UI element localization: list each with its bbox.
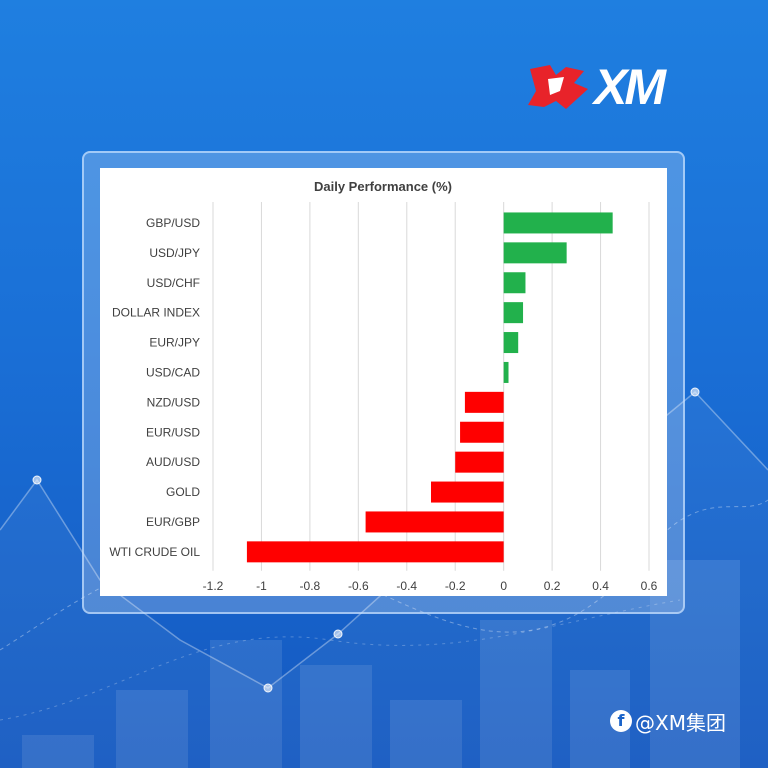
category-label: EUR/GBP: [146, 515, 200, 529]
category-label: DOLLAR INDEX: [112, 306, 200, 320]
xm-logo: XM: [526, 60, 706, 114]
x-tick-label: 0: [500, 579, 507, 593]
category-label: EUR/JPY: [149, 336, 200, 350]
xm-logo-text: XM: [594, 59, 666, 115]
bar: [503, 332, 519, 354]
chart-title: Daily Performance (%): [314, 179, 452, 194]
category-label: AUD/USD: [146, 455, 200, 469]
bar: [431, 481, 504, 503]
x-tick-label: -0.4: [396, 579, 417, 593]
bar: [503, 361, 509, 383]
brand-f-icon: f: [610, 710, 632, 732]
bar: [503, 302, 524, 324]
x-tick-label: -0.8: [300, 579, 321, 593]
x-tick-label: -1.2: [203, 579, 224, 593]
bar: [455, 451, 504, 473]
x-tick-label: 0.6: [641, 579, 658, 593]
xm-logo-mark-icon: [528, 65, 588, 109]
bar: [365, 511, 504, 533]
x-tick-label: -1: [256, 579, 267, 593]
category-label: GOLD: [166, 485, 200, 499]
bar: [503, 272, 526, 294]
x-tick-label: -0.2: [445, 579, 466, 593]
watermark: f @XM集团: [610, 706, 726, 736]
bar: [503, 212, 613, 234]
category-label: EUR/USD: [146, 425, 200, 439]
category-label: USD/CAD: [146, 365, 200, 379]
category-label: NZD/USD: [147, 395, 201, 409]
category-label: WTI CRUDE OIL: [109, 545, 200, 559]
category-label: USD/CHF: [147, 276, 200, 290]
x-tick-label: -0.6: [348, 579, 369, 593]
bar: [246, 541, 504, 563]
category-label: USD/JPY: [149, 246, 200, 260]
watermark-text: @XM集团: [635, 710, 726, 735]
x-tick-label: 0.2: [544, 579, 561, 593]
bar: [460, 421, 504, 443]
bar-chart: Daily Performance (%) -1.2 -1 -0.8 -0.6 -0.4 -…: [109, 179, 658, 593]
bar: [464, 391, 504, 413]
chart-panel: Daily Performance (%) -1.2 -1 -0.8 -0.6 -0.4 -…: [100, 168, 667, 596]
x-tick-label: 0.4: [592, 579, 609, 593]
category-label: GBP/USD: [146, 216, 200, 230]
bar: [503, 242, 567, 264]
